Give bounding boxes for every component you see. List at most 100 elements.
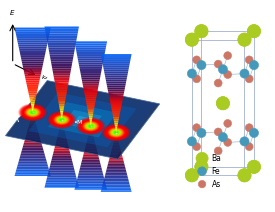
- Polygon shape: [81, 163, 101, 164]
- Polygon shape: [107, 87, 125, 89]
- Polygon shape: [112, 111, 120, 113]
- Polygon shape: [61, 117, 62, 120]
- Ellipse shape: [86, 123, 96, 129]
- Ellipse shape: [105, 126, 128, 139]
- Ellipse shape: [110, 128, 123, 137]
- Polygon shape: [112, 113, 120, 115]
- Polygon shape: [23, 66, 43, 68]
- Polygon shape: [20, 55, 45, 57]
- Polygon shape: [103, 66, 129, 68]
- Polygon shape: [80, 69, 102, 71]
- Ellipse shape: [19, 104, 46, 121]
- Polygon shape: [53, 73, 70, 75]
- Polygon shape: [56, 89, 67, 92]
- Text: Ba: Ba: [211, 154, 221, 163]
- Polygon shape: [54, 147, 69, 149]
- Ellipse shape: [112, 130, 121, 135]
- Polygon shape: [82, 156, 99, 158]
- Circle shape: [185, 169, 199, 182]
- Ellipse shape: [56, 116, 68, 123]
- Ellipse shape: [114, 131, 119, 134]
- Ellipse shape: [87, 124, 95, 128]
- Ellipse shape: [29, 110, 36, 114]
- Ellipse shape: [106, 126, 127, 139]
- Polygon shape: [19, 159, 46, 160]
- Ellipse shape: [29, 110, 37, 115]
- Circle shape: [193, 124, 200, 132]
- Ellipse shape: [48, 111, 75, 128]
- Polygon shape: [60, 113, 63, 115]
- Polygon shape: [45, 31, 78, 33]
- Polygon shape: [110, 153, 122, 155]
- Polygon shape: [25, 136, 40, 138]
- Polygon shape: [104, 74, 128, 76]
- Polygon shape: [63, 110, 102, 130]
- Polygon shape: [87, 109, 94, 111]
- Ellipse shape: [25, 108, 40, 117]
- Polygon shape: [60, 127, 64, 128]
- Circle shape: [193, 143, 200, 151]
- Ellipse shape: [80, 120, 101, 133]
- Ellipse shape: [50, 113, 73, 127]
- Polygon shape: [54, 150, 70, 152]
- Ellipse shape: [109, 128, 123, 137]
- Ellipse shape: [88, 125, 93, 128]
- Polygon shape: [86, 103, 95, 105]
- Polygon shape: [26, 81, 40, 83]
- Ellipse shape: [32, 112, 33, 113]
- Polygon shape: [58, 99, 66, 101]
- Circle shape: [249, 60, 258, 70]
- Polygon shape: [45, 26, 79, 29]
- Polygon shape: [29, 98, 36, 100]
- Ellipse shape: [58, 117, 65, 122]
- Circle shape: [240, 69, 249, 78]
- Circle shape: [195, 25, 208, 38]
- Polygon shape: [48, 45, 76, 47]
- Ellipse shape: [108, 127, 125, 138]
- Text: As: As: [211, 180, 221, 189]
- Polygon shape: [89, 116, 93, 118]
- Ellipse shape: [83, 121, 98, 131]
- Polygon shape: [29, 123, 36, 125]
- Polygon shape: [21, 151, 44, 152]
- Ellipse shape: [111, 129, 121, 136]
- Ellipse shape: [114, 131, 118, 134]
- Polygon shape: [114, 119, 119, 121]
- Polygon shape: [88, 134, 93, 136]
- Ellipse shape: [58, 117, 65, 122]
- Ellipse shape: [51, 113, 72, 126]
- Circle shape: [224, 138, 232, 146]
- Polygon shape: [110, 155, 122, 156]
- Ellipse shape: [81, 120, 101, 132]
- Polygon shape: [76, 180, 105, 182]
- Polygon shape: [89, 131, 92, 132]
- Polygon shape: [114, 140, 119, 141]
- Ellipse shape: [57, 117, 66, 123]
- Polygon shape: [104, 70, 128, 72]
- Ellipse shape: [20, 105, 45, 120]
- Polygon shape: [21, 152, 45, 154]
- Ellipse shape: [31, 111, 35, 114]
- Polygon shape: [107, 167, 125, 168]
- Polygon shape: [22, 61, 43, 64]
- Ellipse shape: [54, 115, 70, 125]
- Ellipse shape: [27, 109, 38, 116]
- Ellipse shape: [23, 106, 43, 119]
- Text: $E$: $E$: [9, 8, 15, 17]
- Polygon shape: [18, 45, 47, 47]
- Circle shape: [185, 33, 199, 46]
- Polygon shape: [52, 157, 72, 159]
- Ellipse shape: [79, 119, 102, 133]
- Ellipse shape: [53, 115, 70, 125]
- Polygon shape: [9, 82, 156, 157]
- Polygon shape: [51, 159, 72, 160]
- Polygon shape: [18, 163, 48, 165]
- Polygon shape: [47, 177, 77, 179]
- Polygon shape: [61, 115, 63, 117]
- Polygon shape: [16, 36, 49, 38]
- Ellipse shape: [104, 125, 128, 140]
- Polygon shape: [24, 139, 41, 141]
- Ellipse shape: [56, 116, 68, 124]
- Polygon shape: [101, 187, 131, 189]
- Ellipse shape: [102, 124, 131, 141]
